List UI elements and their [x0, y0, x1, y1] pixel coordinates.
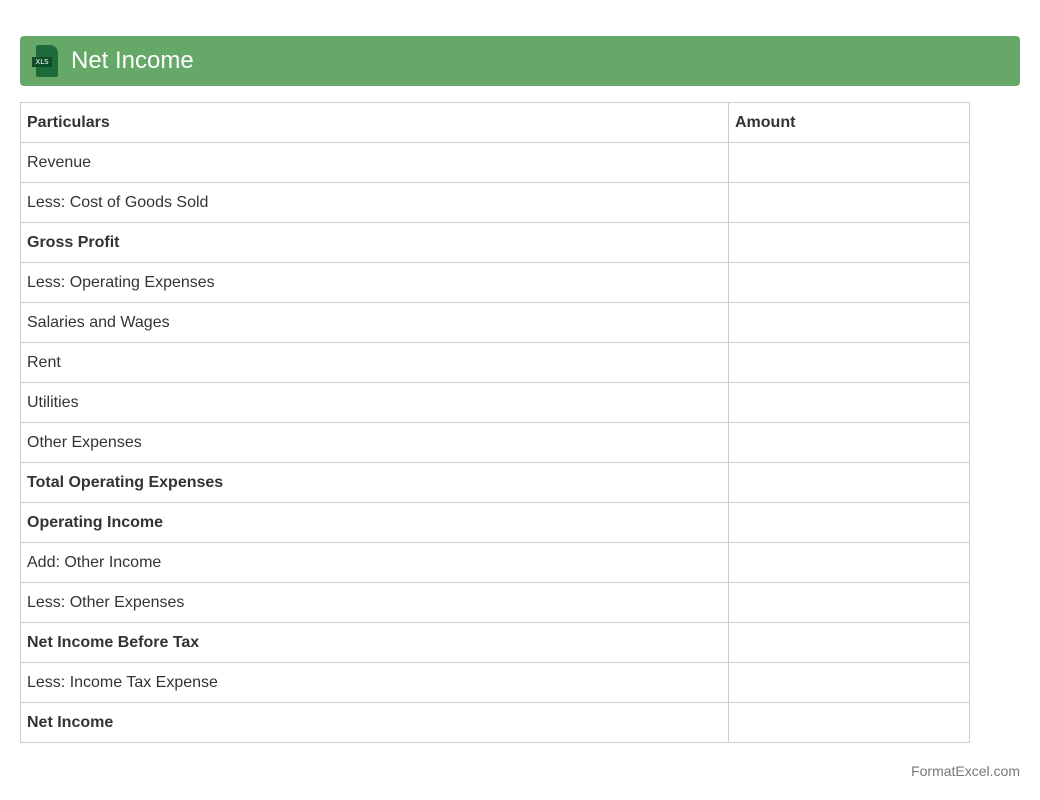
row-label: Net Income Before Tax: [20, 622, 729, 663]
amount-cell[interactable]: [728, 222, 970, 263]
title-banner: XLS Net Income: [20, 36, 1020, 86]
amount-cell[interactable]: [728, 502, 970, 543]
row-label: Utilities: [20, 382, 729, 423]
table-row: Salaries and Wages: [20, 302, 970, 343]
footer-brand: FormatExcel.com: [911, 763, 1020, 779]
table-row: Total Operating Expenses: [20, 462, 970, 503]
table-row: Operating Income: [20, 502, 970, 543]
income-statement-table: Particulars Amount Revenue Less: Cost of …: [20, 102, 970, 743]
table-row: Less: Cost of Goods Sold: [20, 182, 970, 223]
table-row: Add: Other Income: [20, 542, 970, 583]
xls-file-icon: XLS: [32, 45, 60, 77]
table-row: Gross Profit: [20, 222, 970, 263]
row-label: Rent: [20, 342, 729, 383]
row-label: Other Expenses: [20, 422, 729, 463]
table-row: Rent: [20, 342, 970, 383]
amount-cell[interactable]: [728, 702, 970, 743]
amount-cell[interactable]: [728, 622, 970, 663]
amount-cell[interactable]: [728, 142, 970, 183]
amount-cell[interactable]: [728, 302, 970, 343]
row-label: Less: Other Expenses: [20, 582, 729, 623]
amount-cell[interactable]: [728, 542, 970, 583]
row-label: Add: Other Income: [20, 542, 729, 583]
amount-cell[interactable]: [728, 582, 970, 623]
table-row: Less: Operating Expenses: [20, 262, 970, 303]
row-label: Revenue: [20, 142, 729, 183]
row-label: Salaries and Wages: [20, 302, 729, 343]
row-label: Operating Income: [20, 502, 729, 543]
row-label: Less: Cost of Goods Sold: [20, 182, 729, 223]
row-label: Net Income: [20, 702, 729, 743]
column-header-particulars: Particulars: [20, 102, 729, 143]
amount-cell[interactable]: [728, 662, 970, 703]
table-row: Revenue: [20, 142, 970, 183]
column-header-amount: Amount: [728, 102, 970, 143]
row-label: Less: Operating Expenses: [20, 262, 729, 303]
amount-cell[interactable]: [728, 422, 970, 463]
table-row: Utilities: [20, 382, 970, 423]
amount-cell[interactable]: [728, 382, 970, 423]
row-label: Gross Profit: [20, 222, 729, 263]
table-row: Net Income: [20, 702, 970, 743]
amount-cell[interactable]: [728, 342, 970, 383]
amount-cell[interactable]: [728, 462, 970, 503]
page-title: Net Income: [71, 47, 194, 74]
table-row: Net Income Before Tax: [20, 622, 970, 663]
table-row: Other Expenses: [20, 422, 970, 463]
row-label: Total Operating Expenses: [20, 462, 729, 503]
amount-cell[interactable]: [728, 262, 970, 303]
amount-cell[interactable]: [728, 182, 970, 223]
table-header-row: Particulars Amount: [20, 102, 970, 143]
row-label: Less: Income Tax Expense: [20, 662, 729, 703]
table-row: Less: Income Tax Expense: [20, 662, 970, 703]
table-row: Less: Other Expenses: [20, 582, 970, 623]
